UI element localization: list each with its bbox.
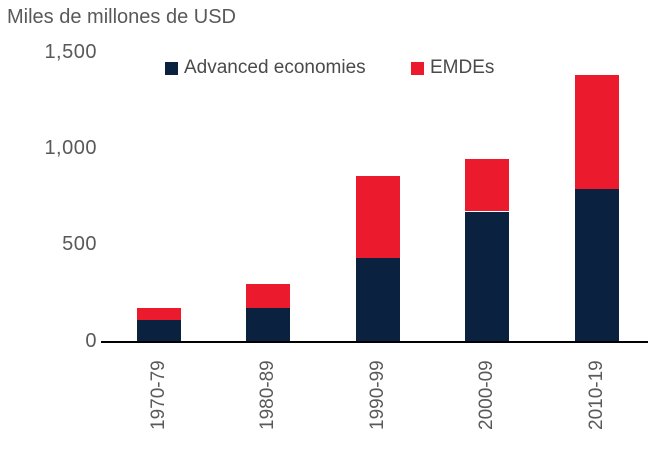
legend-label-emdes: EMDEs bbox=[430, 57, 495, 78]
x-tick-label-2000-09: 2000-09 bbox=[476, 360, 497, 430]
bar-segment-1980-89-emdes bbox=[246, 283, 291, 308]
legend-label-advanced-economies: Advanced economies bbox=[184, 57, 366, 78]
x-tick-label-1980-89: 1980-89 bbox=[257, 360, 278, 430]
bar-segment-2010-19-emdes bbox=[574, 74, 619, 189]
x-axis-line bbox=[101, 341, 648, 343]
chart-title: Miles de millones de USD bbox=[7, 6, 236, 28]
x-tick-label-1970-79: 1970-79 bbox=[148, 360, 169, 430]
legend-item-advanced-economies: Advanced economies bbox=[165, 57, 366, 78]
y-tick-label-1500: 1,500 bbox=[44, 41, 97, 63]
y-tick-label-0: 0 bbox=[85, 330, 97, 352]
bar-segment-2010-19-advanced-economies bbox=[574, 188, 619, 342]
y-tick-label-1000: 1,000 bbox=[44, 137, 97, 159]
bar-segment-1970-79-advanced-economies bbox=[136, 320, 181, 342]
bar-segment-2000-09-advanced-economies bbox=[465, 211, 510, 342]
x-tick-label-1990-99: 1990-99 bbox=[367, 360, 388, 430]
y-tick-label-500: 500 bbox=[62, 233, 97, 255]
bar-segment-2000-09-emdes bbox=[465, 158, 510, 212]
bar-segment-1970-79-emdes bbox=[136, 307, 181, 321]
legend-swatch-advanced-economies-icon bbox=[165, 61, 178, 75]
bar-segment-1990-99-emdes bbox=[355, 175, 400, 258]
legend-item-emdes: EMDEs bbox=[411, 57, 495, 78]
legend-swatch-emdes-icon bbox=[411, 61, 424, 75]
x-tick-label-2010-19: 2010-19 bbox=[586, 360, 607, 430]
bar-segment-1990-99-advanced-economies bbox=[355, 257, 400, 342]
bar-segment-1980-89-advanced-economies bbox=[246, 307, 291, 342]
